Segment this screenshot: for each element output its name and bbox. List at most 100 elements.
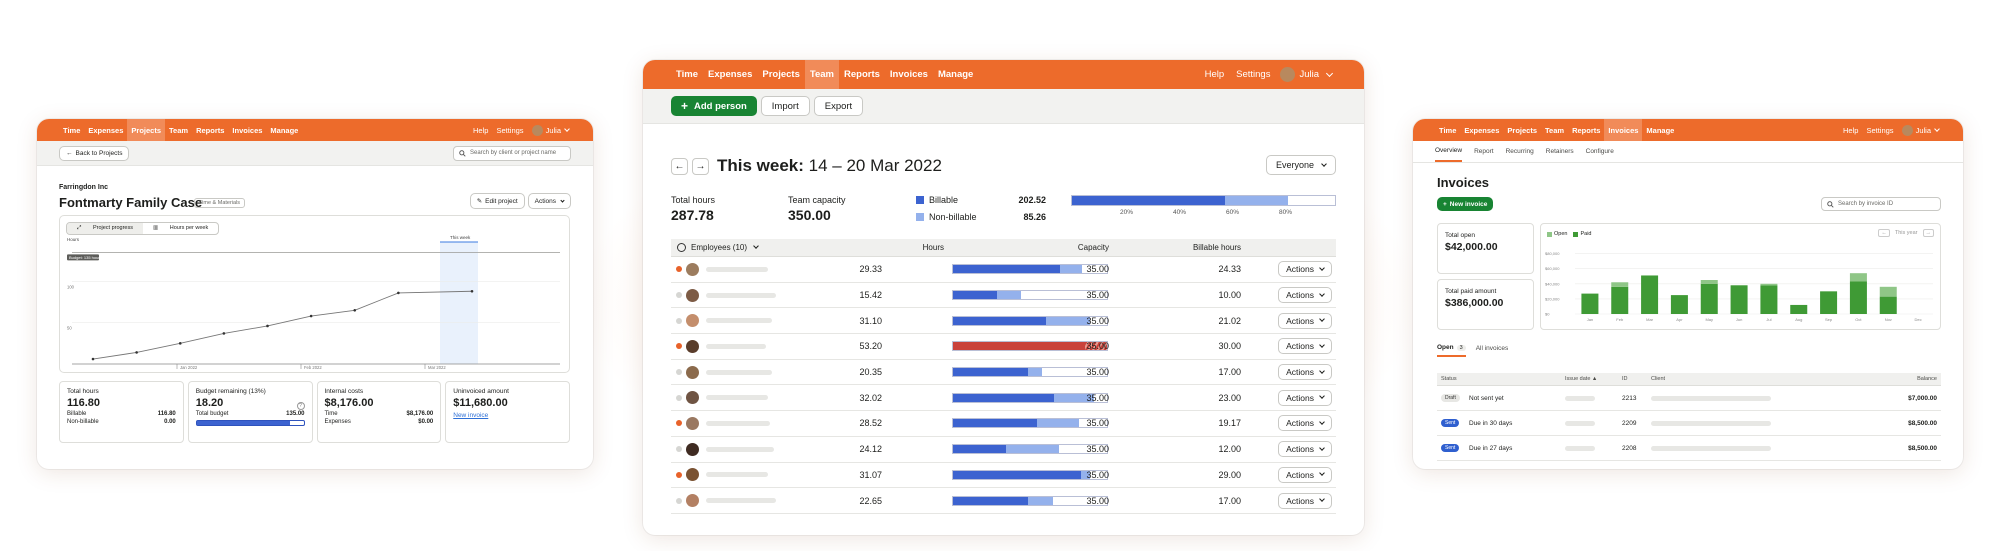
next-week-button[interactable]: →: [692, 157, 709, 175]
chevron-down-icon[interactable]: [1325, 69, 1334, 77]
employee-name[interactable]: [706, 498, 776, 504]
prev-period-button[interactable]: ←: [1878, 229, 1890, 237]
actions-dropdown[interactable]: Actions: [1278, 338, 1332, 355]
edit-project-button[interactable]: ✎ Edit project: [469, 193, 525, 209]
invoice-search-input[interactable]: Search by invoice ID: [1821, 197, 1941, 211]
nav-settings[interactable]: Settings: [1866, 125, 1894, 135]
open-bar[interactable]: [1849, 273, 1867, 282]
employee-name[interactable]: [706, 318, 772, 324]
avatar[interactable]: [686, 339, 699, 353]
nav-invoices[interactable]: Invoices: [1604, 119, 1643, 141]
paid-bar[interactable]: [1760, 285, 1778, 314]
nav-user[interactable]: Julia: [545, 125, 561, 135]
actions-dropdown[interactable]: Actions: [1278, 389, 1332, 406]
actions-dropdown[interactable]: Actions: [1278, 415, 1332, 432]
avatar[interactable]: [686, 288, 699, 302]
nav-expenses[interactable]: Expenses: [708, 69, 753, 80]
nav-user[interactable]: Julia: [1299, 69, 1319, 80]
user-avatar[interactable]: [1901, 124, 1913, 136]
toggle-hours-per-week[interactable]: ▥ Hours per week: [143, 223, 218, 234]
tab-open[interactable]: Open 3: [1437, 344, 1466, 357]
nav-expenses[interactable]: Expenses: [1464, 125, 1500, 135]
nav-time[interactable]: Time: [1439, 125, 1457, 135]
tab-report[interactable]: Report: [1474, 148, 1494, 155]
tab-recurring[interactable]: Recurring: [1505, 148, 1534, 155]
nav-team[interactable]: Team: [1545, 125, 1565, 135]
avatar[interactable]: [686, 391, 699, 405]
employee-name[interactable]: [706, 343, 766, 349]
avatar[interactable]: [686, 468, 699, 482]
table-row[interactable]: Sent Due in 30 days 2209 $8,500.00: [1437, 411, 1941, 436]
nav-projects[interactable]: Projects: [127, 119, 166, 141]
avatar[interactable]: [686, 494, 699, 508]
user-avatar[interactable]: [1280, 67, 1296, 82]
export-button[interactable]: Export: [813, 96, 864, 116]
back-button[interactable]: ← Back to Projects: [59, 145, 130, 161]
nav-manage[interactable]: Manage: [270, 125, 299, 135]
nav-reports[interactable]: Reports: [844, 69, 880, 80]
nav-team[interactable]: Team: [169, 125, 189, 135]
actions-dropdown[interactable]: Actions: [1278, 312, 1332, 329]
nav-reports[interactable]: Reports: [1572, 125, 1601, 135]
employee-name[interactable]: [706, 420, 770, 426]
open-bar[interactable]: [1760, 283, 1778, 286]
chevron-down-icon[interactable]: [1934, 125, 1940, 132]
avatar[interactable]: [686, 442, 699, 456]
paid-bar[interactable]: [1581, 293, 1599, 314]
employee-name[interactable]: [706, 266, 768, 272]
table-row[interactable]: Sent Due in 27 days 2208 $8,500.00: [1437, 436, 1941, 461]
employee-name[interactable]: [706, 472, 768, 478]
nav-help[interactable]: Help: [1843, 125, 1859, 135]
import-button[interactable]: Import: [760, 96, 810, 116]
nav-projects[interactable]: Projects: [762, 69, 800, 80]
avatar[interactable]: [686, 262, 699, 276]
paid-bar[interactable]: [1611, 286, 1629, 314]
add-person-button[interactable]: + Add person: [671, 96, 757, 116]
paid-bar[interactable]: [1730, 285, 1748, 314]
paid-bar[interactable]: [1849, 281, 1867, 314]
avatar[interactable]: [686, 365, 699, 379]
next-period-button[interactable]: →: [1922, 229, 1934, 237]
search-input[interactable]: Search by client or project name: [453, 145, 571, 161]
open-bar[interactable]: [1611, 282, 1629, 287]
nav-help[interactable]: Help: [1204, 69, 1225, 80]
nav-user[interactable]: Julia: [1915, 125, 1931, 135]
tab-overview[interactable]: Overview: [1435, 141, 1463, 162]
nav-manage[interactable]: Manage: [1646, 125, 1675, 135]
employee-name[interactable]: [706, 369, 772, 375]
avatar[interactable]: [686, 416, 699, 430]
nav-team[interactable]: Team: [804, 60, 840, 89]
paid-bar[interactable]: [1670, 295, 1688, 314]
col-issue-date[interactable]: Issue date ▲: [1565, 376, 1597, 382]
nav-invoices[interactable]: Invoices: [889, 69, 928, 80]
avatar[interactable]: [686, 314, 699, 328]
paid-bar[interactable]: [1790, 304, 1808, 314]
period-label[interactable]: This year: [1894, 230, 1918, 236]
actions-dropdown[interactable]: Actions: [1278, 364, 1332, 381]
new-invoice-link[interactable]: New invoice: [453, 412, 489, 419]
chevron-down-icon[interactable]: [753, 243, 759, 249]
actions-dropdown[interactable]: Actions: [1278, 261, 1332, 278]
actions-dropdown[interactable]: Actions: [527, 193, 571, 209]
prev-week-button[interactable]: ←: [671, 157, 688, 175]
nav-settings[interactable]: Settings: [1236, 69, 1271, 80]
tab-configure[interactable]: Configure: [1585, 148, 1614, 155]
actions-dropdown[interactable]: Actions: [1278, 287, 1332, 304]
nav-help[interactable]: Help: [473, 125, 489, 135]
paid-bar[interactable]: [1879, 296, 1897, 314]
nav-invoices[interactable]: Invoices: [232, 125, 263, 135]
nav-time[interactable]: Time: [676, 69, 699, 80]
nav-time[interactable]: Time: [63, 125, 81, 135]
everyone-filter[interactable]: Everyone: [1265, 155, 1336, 175]
nav-settings[interactable]: Settings: [496, 125, 524, 135]
nav-expenses[interactable]: Expenses: [88, 125, 124, 135]
tab-retainers[interactable]: Retainers: [1545, 148, 1574, 155]
nav-projects[interactable]: Projects: [1507, 125, 1538, 135]
chevron-down-icon[interactable]: [564, 125, 570, 132]
table-row[interactable]: Draft Not sent yet 2213 $7,000.00: [1437, 386, 1941, 411]
toggle-project-progress[interactable]: ⤢ Project progress: [67, 223, 143, 234]
open-bar[interactable]: [1879, 286, 1897, 297]
new-invoice-button[interactable]: + New invoice: [1437, 197, 1494, 211]
user-avatar[interactable]: [531, 124, 543, 136]
nav-reports[interactable]: Reports: [196, 125, 225, 135]
